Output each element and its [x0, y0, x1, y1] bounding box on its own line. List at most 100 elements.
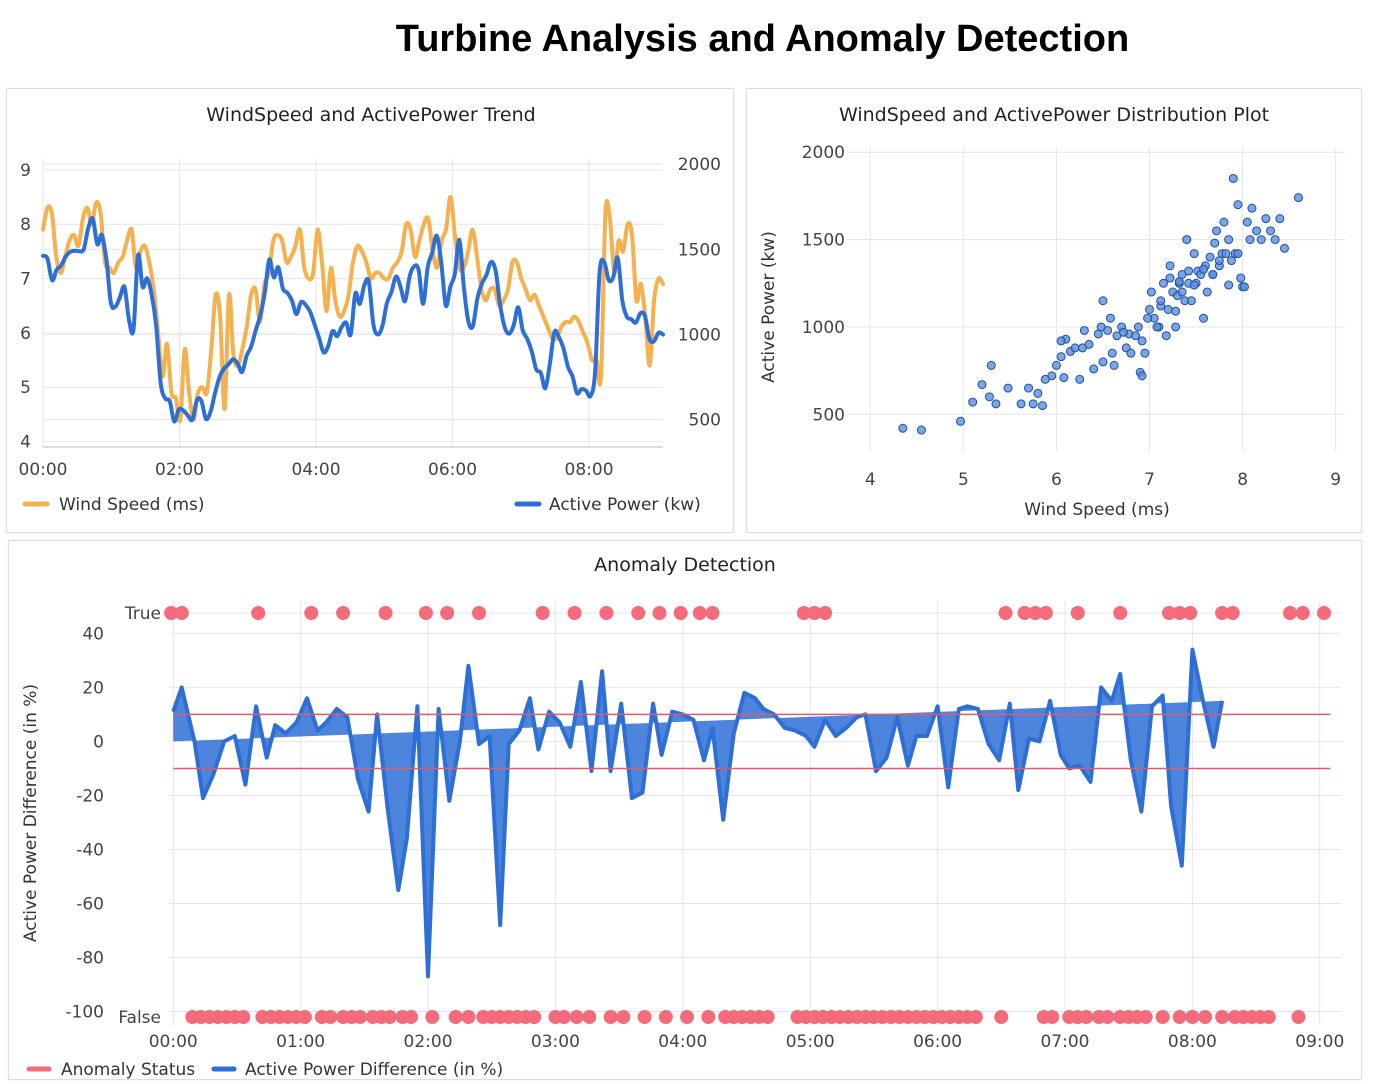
scatter-point[interactable] — [1247, 203, 1257, 213]
scatter-point[interactable] — [1033, 388, 1043, 398]
anomaly-false-point[interactable] — [658, 1010, 673, 1024]
scatter-point[interactable] — [1003, 383, 1013, 393]
scatter-point[interactable] — [1226, 256, 1236, 266]
scatter-point[interactable] — [1214, 256, 1224, 266]
wind-speed-line[interactable] — [41, 194, 665, 424]
scatter-point[interactable] — [1143, 313, 1153, 323]
scatter-point[interactable] — [1171, 322, 1181, 332]
anomaly-true-point[interactable] — [1295, 606, 1310, 620]
legend-active-power-label[interactable]: Active Power (kw) — [549, 495, 701, 515]
anomaly-false-point[interactable] — [1138, 1010, 1153, 1024]
anomaly-true-point[interactable] — [1038, 606, 1053, 620]
scatter-point[interactable] — [1028, 399, 1038, 409]
legend-anomaly-status-label[interactable]: Anomaly Status — [61, 1060, 195, 1080]
anomaly-true-point[interactable] — [673, 606, 688, 620]
anomaly-true-point[interactable] — [599, 606, 614, 620]
anomaly-false-point[interactable] — [323, 1010, 338, 1024]
anomaly-true-point[interactable] — [418, 606, 433, 620]
scatter-point[interactable] — [1089, 364, 1099, 374]
anomaly-true-point[interactable] — [251, 606, 266, 620]
scatter-point[interactable] — [1233, 200, 1243, 210]
scatter-point[interactable] — [1037, 401, 1047, 411]
anomaly-false-point[interactable] — [701, 1010, 716, 1024]
anomaly-legend[interactable]: Anomaly Status Active Power Difference (… — [26, 1060, 503, 1080]
anomaly-false-point[interactable] — [582, 1010, 597, 1024]
anomaly-false-point[interactable] — [353, 1010, 368, 1024]
scatter-point[interactable] — [1189, 249, 1199, 259]
anomaly-false-point[interactable] — [1215, 1010, 1230, 1024]
power-difference-area[interactable] — [173, 649, 1223, 977]
anomaly-true-point[interactable] — [440, 606, 455, 620]
anomaly-true-point[interactable] — [1183, 606, 1198, 620]
anomaly-true-point[interactable] — [1028, 606, 1043, 620]
anomaly-false-point[interactable] — [527, 1010, 542, 1024]
scatter-point[interactable] — [1137, 371, 1147, 381]
anomaly-true-point[interactable] — [705, 606, 720, 620]
scatter-point[interactable] — [1133, 322, 1143, 332]
scatter-point[interactable] — [1245, 235, 1255, 245]
scatter-point[interactable] — [1137, 336, 1147, 346]
trend-legend[interactable]: Wind Speed (ms) Active Power (kw) — [22, 495, 701, 515]
scatter-point[interactable] — [1219, 217, 1229, 227]
anomaly-true-point[interactable] — [174, 606, 189, 620]
scatter-point[interactable] — [1158, 278, 1168, 288]
scatter-point[interactable] — [1184, 266, 1194, 276]
scatter-point[interactable] — [1202, 287, 1212, 297]
scatter-point[interactable] — [1024, 383, 1034, 393]
anomaly-false-point[interactable] — [680, 1010, 695, 1024]
scatter-point[interactable] — [1199, 264, 1209, 274]
anomaly-false-point[interactable] — [1155, 1010, 1170, 1024]
scatter-point[interactable] — [1224, 235, 1234, 245]
scatter-point[interactable] — [977, 380, 987, 390]
anomaly-false-point[interactable] — [1291, 1010, 1306, 1024]
scatter-point[interactable] — [968, 397, 978, 407]
scatter-point[interactable] — [1256, 235, 1266, 245]
scatter-point[interactable] — [1242, 217, 1252, 227]
anomaly-false-point[interactable] — [1079, 1010, 1094, 1024]
scatter-point[interactable] — [1098, 296, 1108, 306]
scatter-point[interactable] — [1266, 226, 1276, 236]
scatter-point[interactable] — [1174, 277, 1184, 287]
scatter-point[interactable] — [1056, 352, 1066, 362]
anomaly-true-point[interactable] — [164, 606, 179, 620]
anomaly-true-point[interactable] — [818, 606, 833, 620]
anomaly-true-point[interactable] — [1317, 606, 1332, 620]
anomaly-false-point[interactable] — [297, 1010, 312, 1024]
scatter-point[interactable] — [1078, 343, 1088, 353]
scatter-point[interactable] — [1208, 270, 1218, 280]
scatter-point[interactable] — [1275, 214, 1285, 224]
scatter-point[interactable] — [1199, 313, 1209, 323]
anomaly-chart[interactable]: Anomaly Detection 00:00 01:00 02:00 03:00 04… — [9, 541, 1361, 1080]
anomaly-true-point[interactable] — [1017, 606, 1032, 620]
scatter-point[interactable] — [1152, 322, 1162, 332]
scatter-point[interactable] — [1040, 374, 1050, 384]
scatter-point[interactable] — [1079, 325, 1089, 335]
scatter-point[interactable] — [1161, 331, 1171, 341]
anomaly-false-point[interactable] — [637, 1010, 652, 1024]
anomaly-false-point[interactable] — [382, 1010, 397, 1024]
scatter-point[interactable] — [1182, 235, 1192, 245]
scatter-point[interactable] — [1293, 193, 1303, 203]
anomaly-true-point[interactable] — [796, 606, 811, 620]
scatter-point[interactable] — [1096, 322, 1106, 332]
scatter-point[interactable] — [1233, 249, 1243, 259]
scatter-point[interactable] — [991, 399, 1001, 409]
scatter-point[interactable] — [1146, 287, 1156, 297]
scatter-point[interactable] — [956, 416, 966, 426]
anomaly-true-point[interactable] — [1225, 606, 1240, 620]
anomaly-true-point[interactable] — [1215, 606, 1230, 620]
anomaly-false-point[interactable] — [603, 1010, 618, 1024]
anomaly-true-point[interactable] — [304, 606, 319, 620]
anomaly-true-point[interactable] — [631, 606, 646, 620]
scatter-point[interactable] — [1140, 348, 1150, 358]
scatter-point[interactable] — [1145, 304, 1155, 314]
scatter-point[interactable] — [1221, 249, 1231, 259]
anomaly-false-point[interactable] — [556, 1010, 571, 1024]
scatter-point[interactable] — [1224, 280, 1234, 290]
anomaly-true-point[interactable] — [1070, 606, 1085, 620]
anomaly-true-point[interactable] — [567, 606, 582, 620]
anomaly-false-point[interactable] — [1172, 1010, 1187, 1024]
scatter-point[interactable] — [1239, 282, 1249, 292]
scatter-point[interactable] — [1165, 261, 1175, 271]
legend-active-power-difference-label[interactable]: Active Power Difference (in %) — [245, 1060, 503, 1080]
